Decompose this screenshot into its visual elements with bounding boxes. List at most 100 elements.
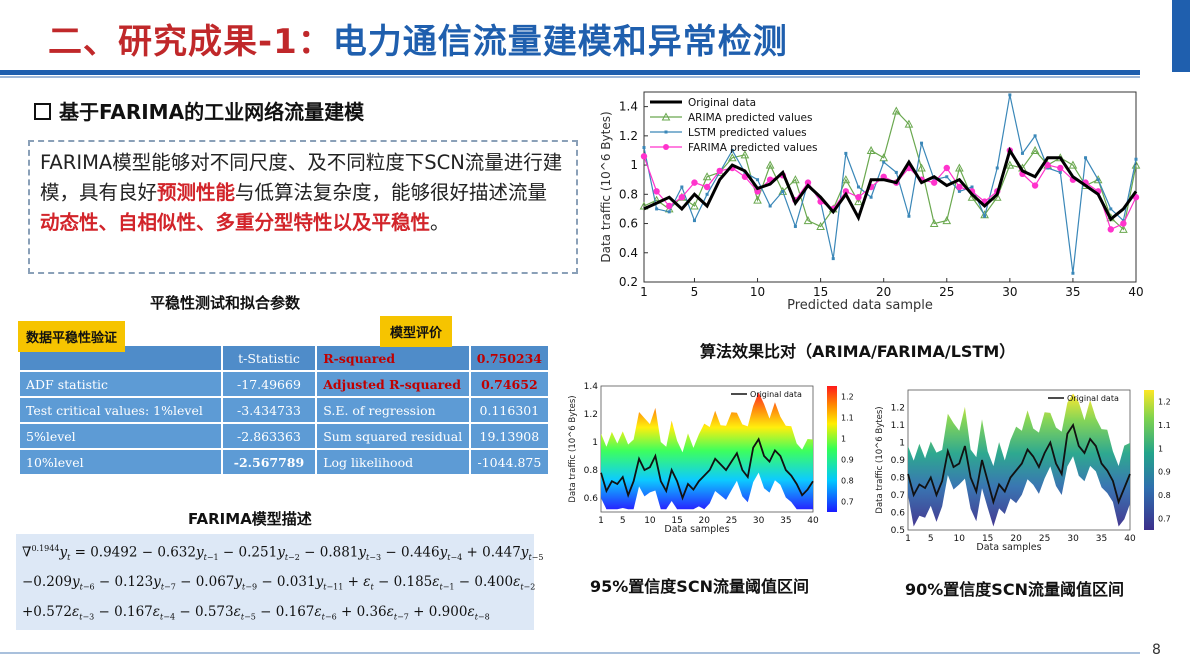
x-tick-label: 25	[1039, 534, 1050, 544]
lstm-marker	[667, 210, 671, 214]
y-axis-label: Data traffic (10^6 Bytes)	[875, 406, 885, 513]
slide-title: 二、研究成果-1：电力通信流量建模和异常检测	[48, 14, 788, 63]
x-axis-label: Data samples	[976, 542, 1041, 553]
x-tick-label: 30	[1002, 285, 1017, 299]
legend-label: FARIMA predicted values	[688, 142, 818, 154]
prediction-line-chart: 1 5 10 15 20 25 30 35 400.20.40.60.811.21.4Predi…	[599, 91, 1144, 313]
table-cell: 5%level	[18, 422, 223, 450]
title-rule-thin	[0, 76, 1140, 78]
legend-marker	[664, 130, 668, 134]
colorbar-tick-label: 0.9	[1158, 468, 1171, 477]
table-cell: Sum squared residual	[315, 422, 471, 450]
arima-marker	[740, 150, 750, 159]
x-tick-label: 35	[780, 516, 791, 526]
lstm-marker	[1096, 178, 1100, 182]
lstm-marker	[1071, 271, 1075, 275]
lstm-marker	[793, 224, 797, 228]
arima-marker	[727, 153, 737, 162]
arima-marker	[753, 195, 762, 204]
arima-marker	[765, 160, 775, 169]
table-cell: 10%level	[18, 448, 223, 476]
y-tick-label: 0.6	[584, 494, 599, 504]
y-tick-label: 1.4	[584, 382, 599, 392]
lstm-marker	[983, 214, 987, 218]
tag-model-eval: 模型评价	[380, 316, 453, 347]
series-line-2	[643, 94, 1137, 274]
caption-90: 90%置信度SCN流量阈值区间	[905, 580, 1124, 599]
x-tick-label: 40	[1128, 285, 1143, 299]
lstm-marker	[882, 160, 886, 164]
description-box: FARIMA模型能够对不同尺度、及不同粒度下SCN流量进行建模，具有良好预测性能…	[28, 140, 578, 274]
x-axis-label: Data samples	[664, 524, 729, 535]
table-cell: ADF statistic	[18, 370, 223, 398]
x-tick-label: 10	[644, 516, 656, 526]
colorbar-tick-label: 1	[841, 435, 846, 444]
y-tick-label: 1.1	[891, 421, 905, 431]
lstm-marker	[730, 148, 734, 152]
x-tick-label: 25	[726, 516, 737, 526]
farima-marker	[703, 183, 711, 191]
farima-marker	[653, 188, 660, 195]
page-number: 8	[1152, 642, 1161, 658]
x-tick-label: 10	[750, 285, 765, 299]
title-rule	[0, 70, 1140, 75]
lstm-marker	[1008, 93, 1012, 97]
lstm-marker	[1058, 170, 1062, 174]
x-tick-label: 5	[691, 285, 699, 299]
arima-marker	[791, 175, 800, 184]
arima-marker	[891, 106, 901, 115]
x-tick-label: 30	[1067, 534, 1079, 544]
desc-highlight: 预测性能	[157, 181, 236, 204]
y-tick-label: 1.2	[584, 410, 598, 420]
farima-marker	[640, 153, 648, 160]
y-tick-label: 0.4	[619, 246, 638, 260]
x-tick-label: 30	[753, 516, 765, 526]
table-cell: -3.434733	[220, 396, 318, 424]
desc-text: 。	[430, 211, 450, 234]
equation-box: ∇0.1944yt = 0.9492 − 0.632yt−1 − 0.251yt…	[16, 534, 543, 630]
y-tick-label: 1	[630, 158, 638, 172]
table-cell: Test critical values: 1%level	[18, 396, 223, 424]
equation-line-2: −0.209yt−6 − 0.123yt−7 − 0.067yt−9 − 0.0…	[22, 574, 536, 592]
table-cell: -2.567789	[220, 448, 318, 476]
table-row: 5%level -2.863363 Sum squared residual 1…	[18, 422, 551, 450]
section-heading: 基于FARIMA的工业网络流量建模	[34, 96, 364, 125]
lstm-marker	[680, 185, 684, 189]
y-tick-label: 1.4	[619, 100, 638, 114]
legend-label: Original data	[688, 97, 756, 109]
colorbar-tick-label: 0.7	[841, 498, 854, 507]
farima-marker	[943, 164, 950, 172]
table-header-cell: 0.750234	[468, 344, 551, 372]
original-data-line	[907, 422, 1131, 506]
title-prefix: 二、研究成果-1：	[48, 22, 333, 62]
farima-marker	[1057, 164, 1064, 172]
lstm-marker	[907, 214, 911, 218]
lstm-marker	[1020, 151, 1024, 155]
y-tick-label: 0.6	[891, 509, 906, 519]
x-tick-label: 15	[813, 285, 828, 299]
colorbar	[827, 386, 837, 512]
y-tick-label: 1.2	[619, 129, 638, 143]
legend-marker	[663, 144, 669, 150]
x-tick-label: 15	[671, 516, 682, 526]
arima-marker	[1030, 145, 1040, 154]
series-line-0	[643, 146, 1138, 222]
table-cell: -1044.875	[468, 448, 551, 476]
lstm-marker	[756, 178, 760, 182]
legend-marker	[661, 112, 671, 121]
y-tick-label: 1	[592, 438, 598, 448]
arima-marker	[1093, 175, 1103, 184]
colorbar-tick-label: 1	[1158, 444, 1163, 453]
comparison-title: 算法效果比对（ARIMA/FARIMA/LSTM）	[700, 342, 1016, 361]
colorbar-tick-label: 1.2	[841, 393, 854, 402]
table-cell: 0.74652	[468, 370, 551, 398]
farima-marker	[855, 194, 862, 201]
arima-marker	[854, 197, 863, 206]
table-cell: -2.863363	[220, 422, 318, 450]
arima-marker	[803, 216, 813, 225]
lstm-marker	[781, 189, 785, 193]
y-tick-label: 0.8	[891, 474, 906, 484]
colorbar-tick-label: 1.1	[841, 414, 854, 423]
equation-line-1: ∇0.1944yt = 0.9492 − 0.632yt−1 − 0.251yt…	[22, 544, 544, 563]
lstm-marker	[869, 195, 873, 199]
